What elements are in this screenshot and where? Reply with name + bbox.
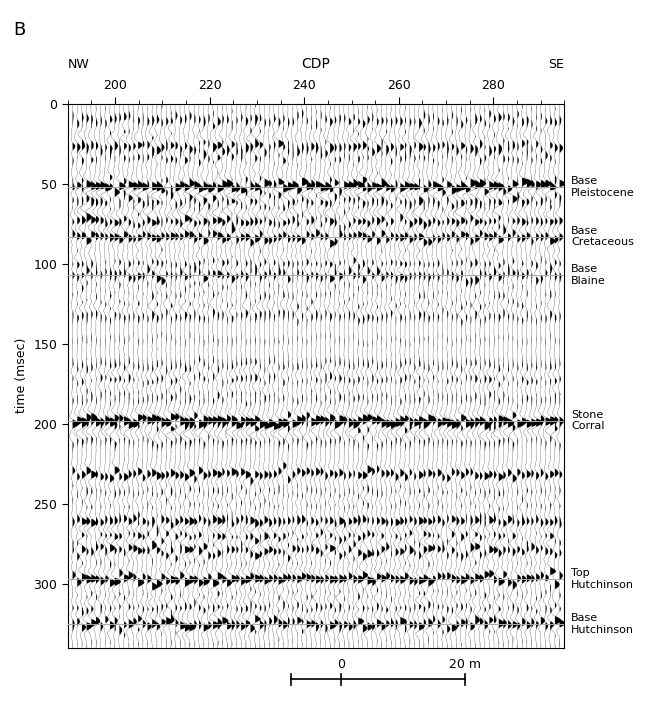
Text: CDP: CDP <box>302 57 330 71</box>
Text: SE: SE <box>549 59 564 71</box>
Y-axis label: time (msec): time (msec) <box>15 338 28 413</box>
Text: NW: NW <box>68 59 90 71</box>
Text: Base
Cretaceous: Base Cretaceous <box>571 226 634 247</box>
Text: Stone
Corral: Stone Corral <box>571 410 604 431</box>
Text: B: B <box>13 21 25 39</box>
Text: Base
Pleistocene: Base Pleistocene <box>571 176 635 198</box>
Text: Base
Blaine: Base Blaine <box>571 264 606 286</box>
Text: Top
Hutchinson: Top Hutchinson <box>571 568 634 589</box>
Text: 20 m: 20 m <box>449 658 481 671</box>
Text: 0: 0 <box>337 658 345 671</box>
Text: Base
Hutchinson: Base Hutchinson <box>571 613 634 634</box>
